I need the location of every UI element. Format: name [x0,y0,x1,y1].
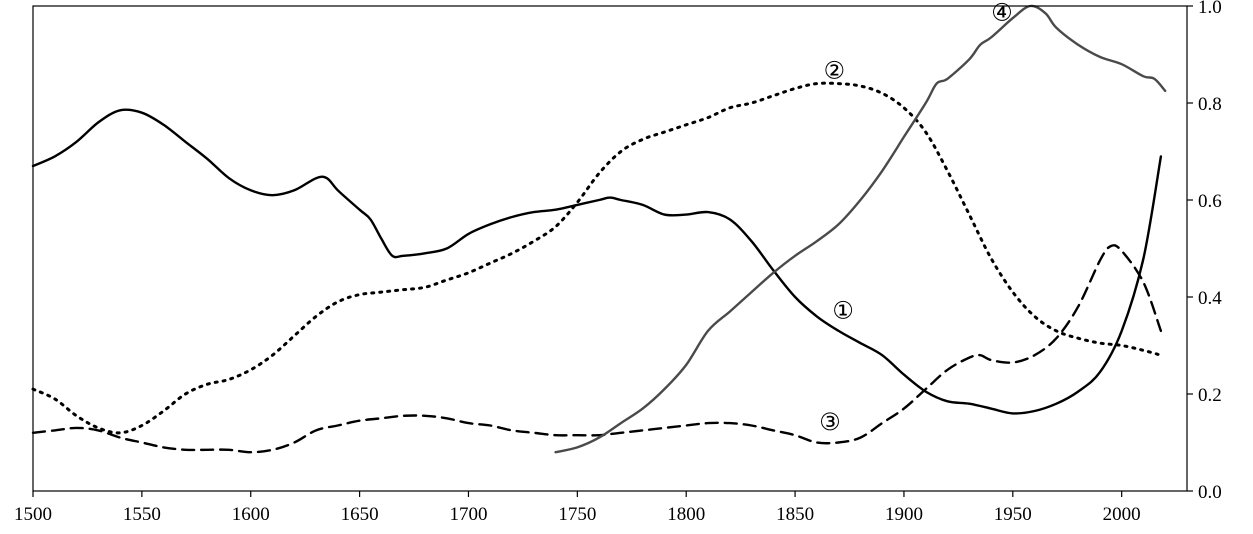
x-axis: 1500 1550 1600 1650 1700 1750 1800 1850 1900 1950… [14,491,1141,525]
x-tick-label: 1900 [885,504,923,525]
series-line-4 [554,4,1167,454]
series-line-3 [31,244,1163,454]
y-tick-label: 1.0 [1198,0,1222,18]
y-tick-label: 0.8 [1198,94,1222,115]
x-tick-label: 1800 [667,504,705,525]
series-label-1: ① [832,297,854,325]
plot-frame [32,5,1188,492]
x-tick-label: 2000 [1103,504,1141,525]
series-lines [31,4,1167,454]
x-tick-label: 1550 [123,504,161,525]
series-label-3: ③ [819,408,841,436]
y-tick-label: 0.4 [1198,288,1222,309]
x-tick-label: 1650 [341,504,379,525]
series-label-2: ② [824,56,846,84]
x-tick-label: 1600 [232,504,270,525]
y-tick-label: 0.6 [1198,191,1222,212]
series-labels: ① ② ③ ④ [819,0,1013,436]
y-axis: 0.0 0.2 0.4 0.6 0.8 1.0 [1187,0,1222,503]
x-tick-label: 1500 [14,504,52,525]
x-tick-label: 1850 [776,504,814,525]
x-tick-label: 1750 [558,504,596,525]
x-tick-label: 1950 [994,504,1032,525]
series-line-2 [31,81,1163,435]
x-tick-label: 1700 [449,504,487,525]
y-tick-label: 0.0 [1198,482,1222,503]
series-label-4: ④ [991,0,1013,26]
series-line-1 [31,108,1163,415]
y-tick-label: 0.2 [1198,385,1222,406]
